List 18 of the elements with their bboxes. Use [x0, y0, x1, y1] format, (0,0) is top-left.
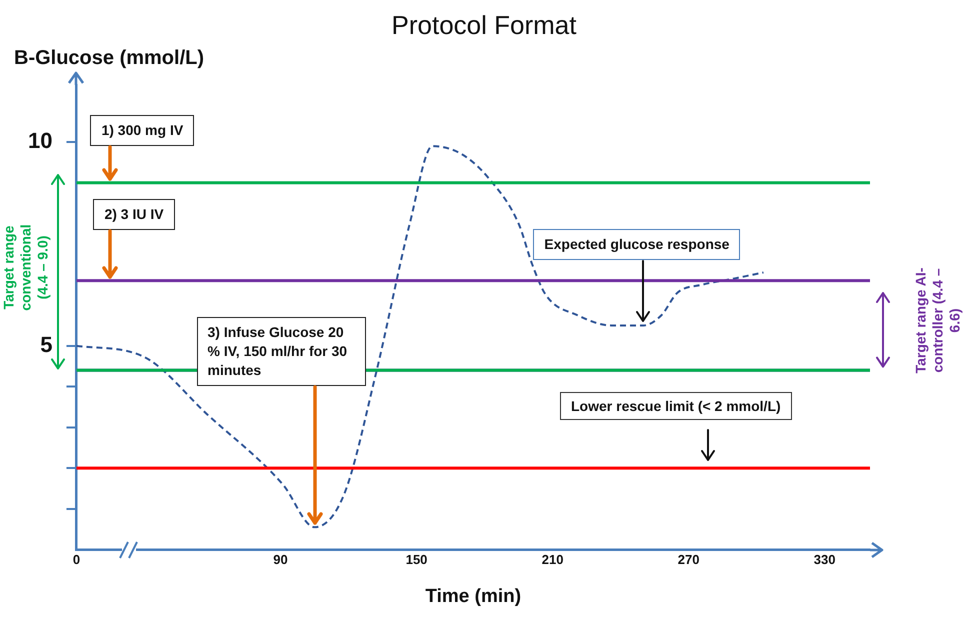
annotation: 2) 3 IU IV [93, 198, 175, 230]
ref-line-label: Lower rescue limit (< 2 mmol/L) [560, 392, 792, 420]
y-axis-title: B-Glucose (mmol/L) [14, 47, 204, 70]
x-tick-label: 330 [814, 552, 836, 567]
text: Target range AI-controller (4.4 – 6.6) [912, 266, 964, 376]
y-tick-label: 10 [28, 128, 52, 154]
x-tick-label: 150 [406, 552, 428, 567]
x-tick-label: 270 [678, 552, 700, 567]
annotation: 3) Infuse Glucose 20 % IV, 150 ml/hr for 30 minutes [196, 317, 366, 386]
x-axis-title: Time (min) [425, 586, 522, 607]
x-tick-label: 210 [542, 552, 564, 567]
x-tick-label: 0 [72, 552, 80, 567]
x-tick-label: 90 [273, 552, 288, 567]
annotation: 1) 300 mg IV [90, 114, 194, 146]
annotation: Expected glucose response [533, 229, 740, 260]
chart-title: Protocol Format [390, 10, 578, 41]
y-tick-label: 5 [40, 332, 52, 357]
text: Target range conventional (4.4 – 9.0) [0, 224, 52, 314]
